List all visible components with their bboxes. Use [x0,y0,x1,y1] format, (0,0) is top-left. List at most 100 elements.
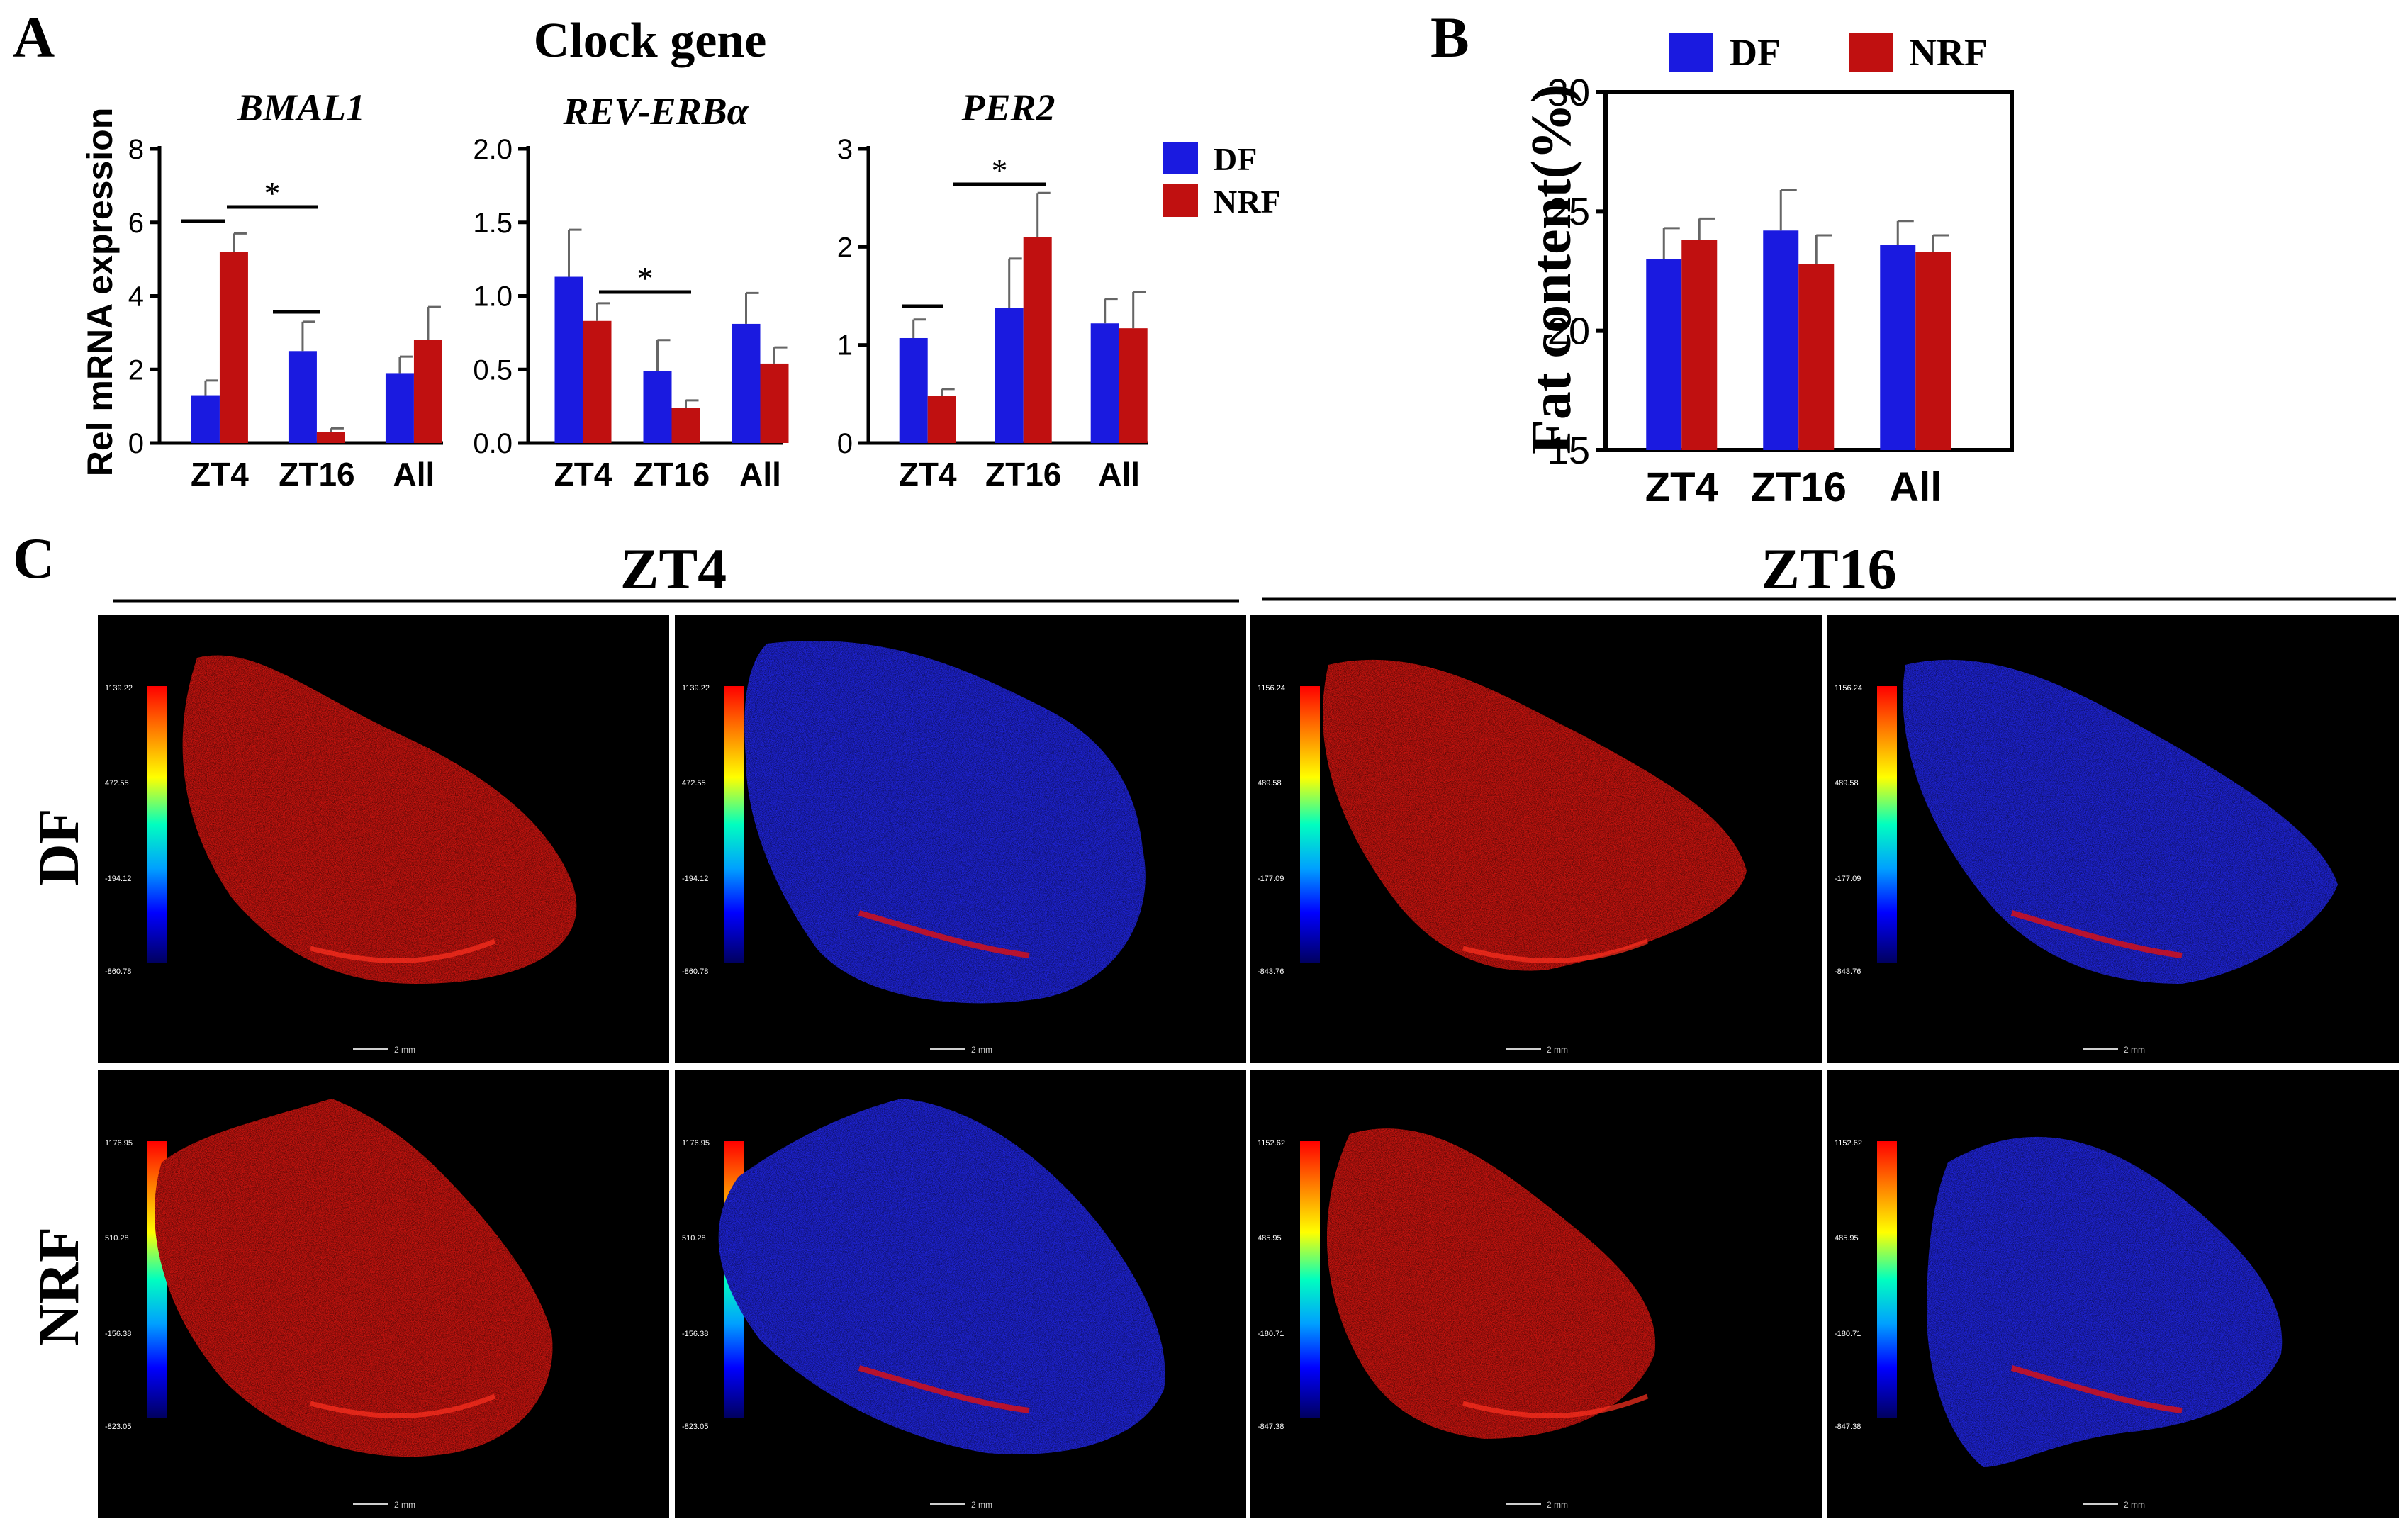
colorbar-tick-label: -156.38 [105,1330,131,1338]
fat-streak [1462,938,1649,963]
colorbar-tick-label: 1152.62 [1835,1139,1862,1148]
colorbar-tick-label: -823.05 [682,1423,708,1431]
per2-ytick-label: 2 [837,232,853,263]
fat-bar-df [1646,259,1682,450]
colorbar-tick-label: 485.95 [1258,1234,1282,1243]
colorbar-tick-label: -180.71 [1258,1330,1284,1338]
specimen-texture [1326,1128,1656,1439]
reverb-bar-df [554,276,583,443]
fat-bar-df [1763,230,1799,450]
scale-bar-label: 2 mm [1547,1045,1568,1055]
fat-streak [858,1365,1030,1413]
reverb-ytick-label: 1.0 [473,281,513,313]
colorbar-tick-label: 1176.95 [682,1139,710,1148]
legend-a-df-label: DF [1214,141,1257,177]
bmal1-ytick-label: 2 [128,354,144,386]
sig-star-per2: * [992,152,1008,189]
fat-streak [1462,1393,1649,1418]
per2-xtick-label: ZT16 [985,456,1061,493]
scan-tile-zt4-df-fat: 1139.22 472.55 -194.12 -860.78 2 mm [98,615,669,1063]
colorbar-tick-label: -843.76 [1835,968,1861,976]
fat-bar-nrf [1681,240,1718,450]
colorbar-tick-label: -177.09 [1835,875,1861,883]
bmal1-bar-df [191,395,220,443]
scale-bar-label: 2 mm [971,1500,992,1510]
colorbar [1877,686,1897,963]
bmal1-bar-df [385,373,414,443]
fat-streak [310,938,496,963]
per2-bar-nrf [927,396,956,443]
row-label-nrf: NRF [26,1227,91,1347]
colorbar-tick-label: 510.28 [682,1234,706,1243]
colorbar-tick-label: -194.12 [105,875,131,883]
colorbar [724,686,744,963]
scan-tile-zt4-nrf-full: 1176.95 510.28 -156.38 -823.05 2 mm [675,1070,1246,1518]
significance-marks [181,182,1046,314]
fat-xtick-label: All [1889,464,1942,510]
colorbar-tick-label: -180.71 [1835,1330,1861,1338]
reverb-title: REV-ERBα [563,90,749,133]
bmal1-bar-df [288,351,317,443]
scale-bar-label: 2 mm [1547,1500,1568,1510]
specimen-texture [182,655,577,984]
per2-bar-df [995,308,1024,443]
fat-bar-nrf [1915,252,1951,450]
reverb-ytick-label: 2.0 [473,134,513,165]
reverb-xtick-label: ZT16 [634,456,710,493]
scale-bar-label: 2 mm [394,1045,415,1055]
reverb-bar-nrf [583,320,612,443]
reverb-xtick-label: ZT4 [554,456,612,493]
scan-tile-zt16-df-fat: 1156.24 489.58 -177.09 -843.76 2 mm [1250,615,1822,1063]
bmal1-ytick-label: 8 [128,134,144,165]
legend-b-df-swatch [1669,33,1713,72]
reverb-bar-nrf [671,408,700,443]
fat-streak [2010,910,2183,958]
legend-a-nrf-swatch [1163,184,1198,217]
colorbar-tick-label: 485.95 [1835,1234,1859,1243]
legend-b-nrf-swatch [1849,33,1893,72]
reverb-bar-df [732,323,761,443]
per2-bar-nrf [1023,237,1052,443]
colorbar-tick-label: 1156.24 [1258,684,1285,692]
colorbar-tick-label: 1139.22 [682,684,710,692]
colorbar-tick-label: -847.38 [1258,1423,1284,1431]
scan-tile-zt4-nrf-fat: 1176.95 510.28 -156.38 -823.05 2 mm [98,1070,669,1518]
fat-ytick-label: 25 [1547,191,1590,233]
panel-a-ylabel: Rel mRNA expression [80,108,120,477]
bmal1-ytick-label: 0 [128,428,144,459]
per2-bar-df [1090,323,1119,443]
per2-bar-nrf [1119,328,1148,443]
group-label-zt4: ZT4 [620,537,727,601]
colorbar [147,686,167,963]
specimen-texture [718,1099,1165,1454]
scan-tile-zt4-df-full: 1139.22 472.55 -194.12 -860.78 2 mm [675,615,1246,1063]
reverb-ytick-label: 1.5 [473,208,513,239]
colorbar [1300,1141,1320,1418]
per2-title: PER2 [961,86,1055,129]
scale-bar-label: 2 mm [2124,1045,2145,1055]
per2-xtick-label: All [1098,456,1140,493]
per2-ytick-label: 0 [837,428,853,459]
reverb-xtick-label: All [739,456,781,493]
colorbar-tick-label: 1176.95 [105,1139,133,1148]
bmal1-ytick-label: 6 [128,208,144,239]
reverb-ytick-label: 0.0 [473,428,513,459]
specimen-texture [1323,659,1747,971]
legend-b-nrf-label: NRF [1909,31,1988,74]
colorbar-tick-label: 1156.24 [1835,684,1862,692]
fat-ytick-label: 30 [1547,72,1590,114]
bmal1-bar-nrf [413,340,442,443]
colorbar [1300,686,1320,963]
chart-bmal1: BMAL1 0 2 4 6 8 ZT4 ZT16 All [128,86,443,493]
colorbar-tick-label: -823.05 [105,1423,131,1431]
specimen-texture [1903,659,2338,984]
legend-a-df-swatch [1163,142,1198,174]
colorbar-tick-label: -177.09 [1258,875,1284,883]
scale-bar-label: 2 mm [394,1500,415,1510]
specimen-texture [744,641,1146,1004]
bmal1-xtick-label: All [393,456,435,493]
reverb-ytick-label: 0.5 [473,354,513,386]
sig-star-reverb: * [637,260,654,296]
panel-a-title: Clock gene [534,13,767,68]
